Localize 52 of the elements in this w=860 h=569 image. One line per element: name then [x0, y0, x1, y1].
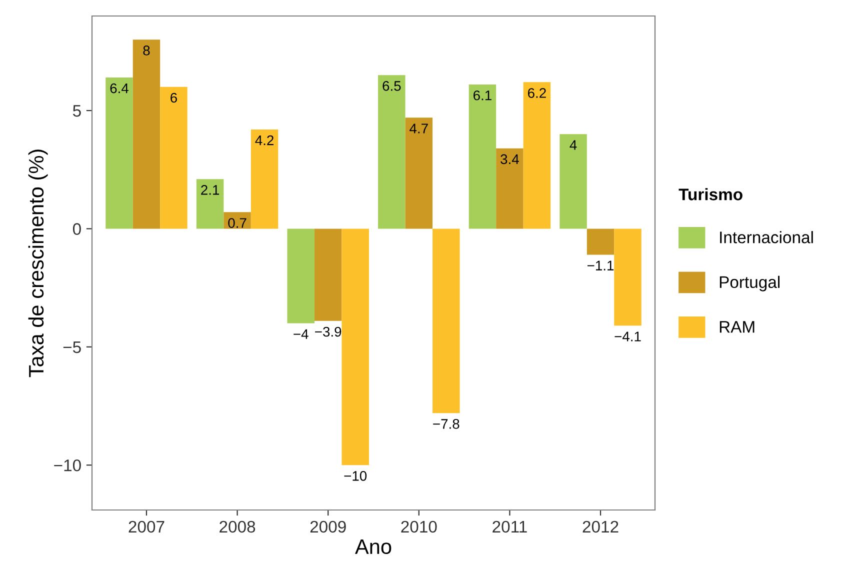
data-label: −3.9 — [315, 326, 342, 337]
bar — [378, 75, 406, 229]
x-tick-label: 2012 — [582, 520, 618, 533]
bar — [342, 228, 369, 466]
legend-label: Portugal — [720, 276, 780, 292]
data-label: 3.4 — [500, 154, 519, 164]
bar — [523, 82, 551, 229]
legend-title: Turismo — [678, 188, 742, 200]
data-label: −4.1 — [614, 332, 641, 342]
y-tick-label: −10 — [54, 459, 81, 472]
data-label: 8 — [143, 46, 150, 56]
bar — [160, 86, 188, 229]
legend-label: RAM — [720, 321, 754, 333]
bar — [250, 129, 278, 229]
x-axis-title: Ano — [355, 539, 392, 554]
data-label: 6.5 — [382, 81, 401, 91]
y-tick-label: 0 — [72, 223, 81, 235]
data-label: 6.1 — [474, 90, 492, 100]
bar — [287, 228, 314, 324]
bar — [586, 228, 614, 255]
bar — [196, 179, 224, 229]
data-label: 4.2 — [255, 135, 274, 146]
x-tick-label: 2008 — [220, 520, 256, 533]
bar — [314, 228, 342, 321]
bar — [132, 40, 160, 229]
y-tick-label: −5 — [63, 341, 81, 354]
data-label: 6.2 — [528, 88, 546, 98]
bar — [560, 134, 587, 229]
data-label: 6.4 — [110, 83, 128, 94]
x-tick-label: 2011 — [492, 520, 527, 533]
bar — [405, 118, 433, 229]
bar — [224, 212, 251, 229]
x-tick-label: 2007 — [128, 520, 164, 533]
data-label: −7.8 — [433, 419, 460, 429]
data-label: 6 — [170, 92, 177, 103]
y-tick-label: 5 — [72, 105, 81, 117]
data-label: −10 — [344, 471, 367, 481]
bar — [106, 77, 133, 229]
data-label: −4 — [294, 329, 308, 339]
data-label: 4 — [570, 140, 577, 150]
data-label: 2.1 — [201, 185, 220, 195]
bar — [496, 148, 524, 229]
y-axis-title: Taxa de crescimento (%) — [28, 150, 48, 378]
bar — [432, 228, 460, 414]
legend-label: Internacional — [720, 231, 813, 244]
data-label: 0.7 — [228, 218, 246, 228]
data-label: 4.7 — [410, 124, 428, 134]
bar — [614, 228, 642, 326]
data-label: −1.1 — [587, 260, 614, 270]
bar — [468, 84, 496, 229]
x-tick-label: 2010 — [401, 520, 437, 533]
x-tick-label: 2009 — [310, 520, 346, 533]
